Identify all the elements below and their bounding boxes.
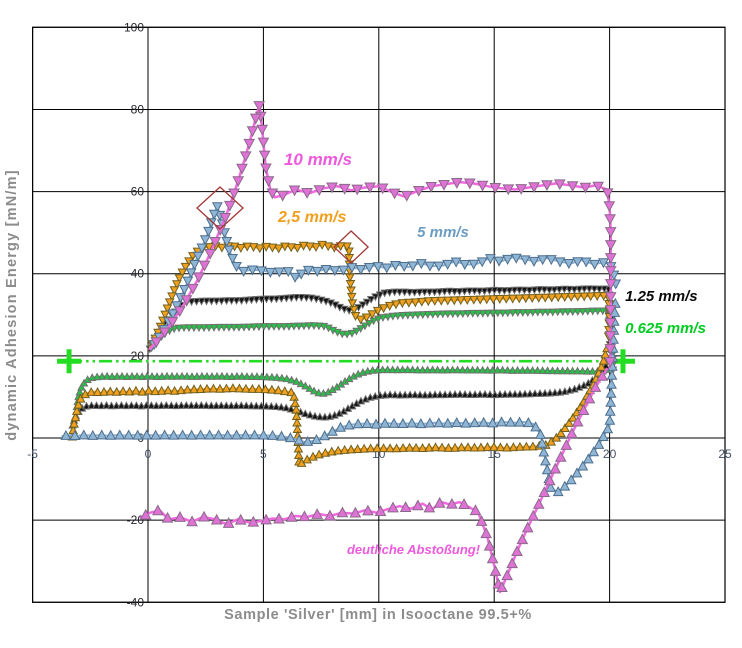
svg-text:20: 20 xyxy=(603,447,617,461)
curve-label: 10 mm/s xyxy=(284,150,352,169)
svg-text:20: 20 xyxy=(131,349,145,363)
curve-label: 2,5 mm/s xyxy=(277,209,347,226)
svg-text:-20: -20 xyxy=(127,513,145,527)
svg-text:100: 100 xyxy=(124,20,144,34)
series-0.625-mm-s-receding xyxy=(147,307,618,375)
series-5-mm-s-advancing xyxy=(60,297,621,497)
svg-text:5: 5 xyxy=(260,447,267,461)
svg-text:40: 40 xyxy=(131,267,145,281)
svg-text:-40: -40 xyxy=(127,595,145,609)
x-axis-title: Sample 'Silver' [mm] in Isooctane 99.5+% xyxy=(224,607,532,623)
svg-text:60: 60 xyxy=(131,185,145,199)
plot-border xyxy=(31,26,726,603)
curve-label: 5 mm/s xyxy=(417,224,469,241)
svg-text:0: 0 xyxy=(145,447,152,461)
series-0.625-mm-s-advancing xyxy=(72,365,612,411)
curve-label: 0.625 mm/s xyxy=(625,320,706,337)
y-axis-title: dynamic Adhesion Energy [mN/m] xyxy=(4,169,20,441)
series-10-mm-s-advancing xyxy=(139,367,609,594)
svg-text:80: 80 xyxy=(131,102,145,116)
series-2-5-mm-s-advancing xyxy=(67,343,612,467)
series-group xyxy=(60,101,622,594)
svg-text:25: 25 xyxy=(718,447,732,461)
curve-labels: 10 mm/s 2,5 mm/s 5 mm/s 1.25 mm/s 0.625 mm/s… xyxy=(277,150,706,557)
plus-end-marker xyxy=(57,349,82,374)
curve-label: 1.25 mm/s xyxy=(625,288,698,305)
svg-text:-5: -5 xyxy=(27,447,38,461)
curve-label: deutliche Abstoßung! xyxy=(347,542,481,557)
series-10-mm-s-receding xyxy=(148,101,617,369)
diamond-annotation xyxy=(333,230,370,264)
series-5-mm-s-receding xyxy=(148,202,622,351)
diamond-annotation xyxy=(196,186,244,230)
